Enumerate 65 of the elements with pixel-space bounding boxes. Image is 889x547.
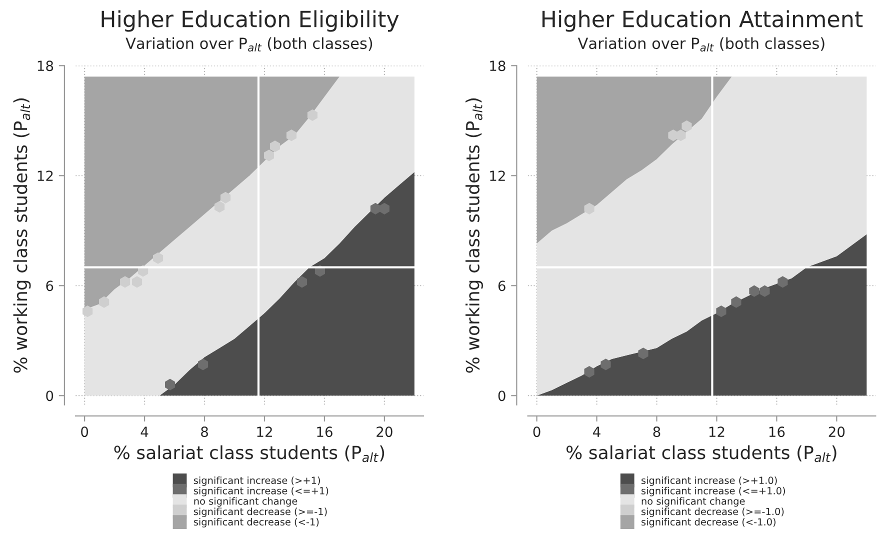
point	[296, 276, 308, 288]
point	[716, 305, 726, 318]
point	[82, 305, 93, 318]
x-tick-label: 20	[828, 426, 845, 438]
x-tick-label: 0	[533, 426, 540, 438]
point	[379, 202, 390, 214]
point	[731, 296, 742, 308]
point	[264, 150, 274, 162]
point	[682, 120, 692, 132]
x-tick-label: 8	[653, 426, 660, 438]
x-tick-label: 16	[769, 426, 785, 438]
x-tick-label: 12	[709, 426, 724, 437]
legend-label: significant decrease (<-1.0)	[642, 518, 776, 528]
y-tick-label: 0	[46, 390, 54, 402]
point	[198, 358, 208, 370]
x-tick-label: 16	[317, 426, 332, 438]
y-tick-label: 18	[38, 60, 54, 72]
y-tick-label: 12	[490, 170, 505, 181]
point	[132, 276, 142, 288]
point	[676, 129, 686, 142]
point	[120, 276, 130, 288]
x-tick-label: 20	[376, 426, 392, 438]
point	[749, 285, 760, 297]
chart-subtitle: Variation over P$_{alt}$ (both classes)	[578, 37, 824, 52]
chart-title: Higher Education Attainment	[542, 10, 863, 32]
legend-label: no significant change	[194, 497, 298, 507]
point	[220, 192, 231, 204]
x-tick-label: 12	[257, 426, 272, 437]
x-tick-label: 4	[593, 426, 600, 437]
x-tick-label: 4	[140, 426, 148, 437]
point	[760, 285, 770, 297]
legend-label: significant decrease (>=-1.0)	[642, 508, 784, 518]
point	[370, 202, 380, 214]
legend-label: significant increase (>+1)	[194, 476, 320, 486]
legend-label: significant decrease (>=-1)	[194, 508, 327, 518]
point	[270, 140, 280, 152]
point	[307, 109, 318, 121]
point	[164, 378, 176, 390]
y-tick-label: 6	[498, 280, 506, 292]
point	[600, 358, 611, 370]
y-tick-label: 12	[38, 170, 53, 181]
y-axis-title: % working class students (P$_{alt}$)	[466, 98, 483, 373]
chart-title: Higher Education Eligibility	[102, 10, 399, 32]
legend-label: significant increase (<=+1)	[194, 486, 328, 496]
x-axis-title: % salariat class students (P$_{alt}$)	[114, 445, 384, 462]
legend-label: significant increase (<=+1.0)	[642, 486, 785, 496]
point	[584, 202, 594, 214]
x-tick-label: 0	[81, 426, 88, 438]
y-tick-label: 18	[490, 60, 506, 72]
legend-label: significant decrease (<-1)	[194, 518, 319, 528]
point	[214, 200, 225, 213]
y-axis-title: % working class students (P$_{alt}$)	[13, 98, 31, 373]
legend-label: significant increase (>+1.0)	[642, 476, 777, 486]
point	[153, 252, 164, 264]
y-tick-label: 0	[498, 390, 506, 402]
y-tick-label: 6	[46, 280, 54, 292]
point	[778, 276, 788, 288]
point	[584, 366, 594, 378]
chart-subtitle: Variation over P$_{alt}$ (both classes)	[126, 37, 372, 52]
point	[99, 296, 110, 308]
legend-label: no significant change	[642, 497, 745, 507]
point	[638, 348, 648, 360]
x-axis-title: % salariat class students (P$_{alt}$)	[566, 445, 836, 462]
point	[286, 129, 297, 142]
x-tick-label: 8	[201, 426, 208, 438]
